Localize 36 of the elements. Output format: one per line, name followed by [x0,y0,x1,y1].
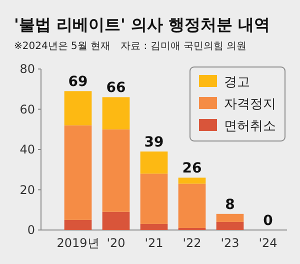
chart-subtitle: ※2024년은 5월 현재 [14,41,111,52]
bar [102,129,130,212]
y-tick-label: 0 [27,223,35,237]
y-tick-label: 40 [20,142,35,156]
total-label: 8 [225,196,235,213]
total-label: 26 [182,160,202,177]
bar [64,125,92,220]
chart-title: '불법 리베이트' 의사 행정처분 내역 [14,15,270,34]
legend-label: 면허취소 [224,119,276,134]
legend-label: 경고 [224,75,250,90]
bar [178,178,206,184]
bar [216,214,244,222]
x-tick-label: '23 [220,236,240,250]
y-tick-label: 60 [20,102,35,116]
bar [140,224,168,230]
total-label: 69 [68,74,88,90]
x-tick-label: '22 [182,236,202,250]
total-label: 0 [263,213,274,229]
bar [102,97,130,130]
x-tick-label: '21 [144,236,164,250]
x-tick-label: 2019년 [56,236,100,250]
bar [64,220,92,230]
bar [178,184,206,228]
y-tick-label: 80 [20,62,35,76]
bar [140,152,168,174]
bar [64,91,92,126]
total-label: 39 [144,134,164,151]
legend-label: 자격정지 [224,97,276,112]
bar [102,212,130,230]
x-tick-label: '20 [106,236,126,250]
bar [140,174,168,224]
x-tick-label: '24 [258,236,278,250]
bar [216,222,244,230]
y-tick-label: 20 [20,182,35,197]
text: 자료 : 김미애 국민의힘 의원 [120,41,247,52]
total-label: 66 [106,80,126,96]
